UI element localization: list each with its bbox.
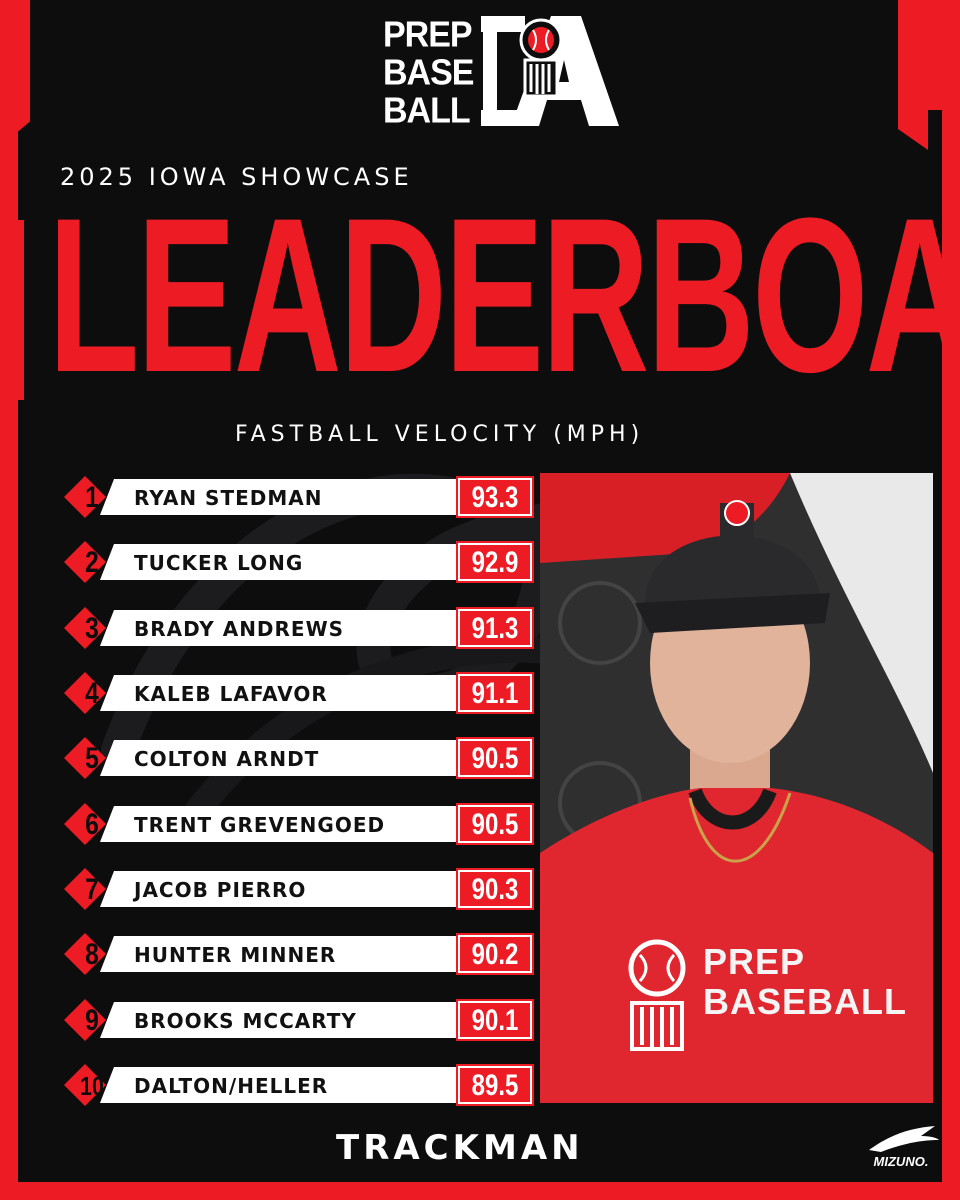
stripe-top-left: [18, 0, 30, 140]
player-illustration: [540, 473, 933, 1103]
rank-number: 4: [85, 677, 99, 710]
leaderboard-row: 4 KALEB LAFAVOR 91.1: [64, 672, 536, 714]
velocity-badge: 93.3: [456, 476, 534, 518]
leaderboard-row: 2 TUCKER LONG 92.9: [64, 541, 536, 583]
rank-diamond-icon: [64, 1064, 106, 1106]
player-name: COLTON ARNDT: [134, 747, 320, 771]
player-name: TUCKER LONG: [134, 551, 304, 575]
shirt-text-prep: PREP: [703, 941, 806, 982]
velocity-value: 90.2: [471, 938, 519, 971]
rank-number: 7: [85, 873, 99, 906]
rank-diamond-icon: [64, 476, 106, 518]
leaderboard-row: 7 JACOB PIERRO 90.3: [64, 868, 536, 910]
velocity-badge: 90.2: [456, 933, 534, 975]
rank-number: 1: [85, 481, 99, 514]
name-bar: [100, 1002, 458, 1038]
mizuno-wordmark: MIZUNO.: [873, 1154, 929, 1169]
rank-number: 6: [85, 808, 99, 841]
prep-baseball-ia-logo: PREP BASE BALL IA: [363, 12, 633, 132]
logo-line-base: BASE: [383, 53, 474, 93]
leaderboard-row: 8 HUNTER MINNER 90.2: [64, 933, 536, 975]
velocity-badge: 91.3: [456, 607, 534, 649]
player-photo: PREP BASEBALL: [540, 473, 933, 1103]
leaderboard-row: 1 RYAN STEDMAN 93.3: [64, 476, 536, 518]
velocity-value: 92.9: [471, 546, 519, 579]
name-bar: [100, 544, 458, 580]
player-name: HUNTER MINNER: [134, 943, 337, 967]
velocity-badge: 92.9: [456, 541, 534, 583]
player-name: JACOB PIERRO: [134, 878, 307, 902]
velocity-badge: 90.5: [456, 803, 534, 845]
shirt-text-baseball: BASEBALL: [703, 981, 907, 1022]
leaderboard-subtitle: FASTBALL VELOCITY (MPH): [235, 422, 645, 447]
logo-line-prep: PREP: [383, 15, 473, 55]
rank-diamond-icon: [64, 672, 106, 714]
rank-number: 10: [80, 1071, 104, 1101]
leaderboard-row: 9 BROOKS MCCARTY 90.1: [64, 999, 536, 1041]
leaderboard-row: 6 TRENT GREVENGOED 90.5: [64, 803, 536, 845]
stripe-right-edge: [922, 0, 942, 110]
velocity-value: 91.3: [471, 612, 519, 645]
velocity-badge: 91.1: [456, 672, 534, 714]
velocity-badge: 90.5: [456, 737, 534, 779]
logo-state-mark: [481, 16, 619, 126]
velocity-value: 90.5: [471, 808, 519, 841]
velocity-value: 89.5: [471, 1069, 519, 1102]
velocity-badge: 89.5: [456, 1064, 534, 1106]
rank-number: 9: [85, 1004, 99, 1037]
mizuno-logo: MIZUNO.: [861, 1124, 941, 1169]
player-name: RYAN STEDMAN: [134, 486, 323, 510]
stripe-mid-left: [18, 220, 24, 400]
rank-diamond-icon: [64, 737, 106, 779]
trackman-logo: TRACKMAN: [336, 1128, 584, 1168]
name-bar: [100, 610, 458, 646]
rank-number: 5: [85, 742, 99, 775]
event-title: 2025 IOWA SHOWCASE: [60, 163, 413, 191]
player-name: BROOKS MCCARTY: [134, 1009, 357, 1033]
rank-diamond-icon: [64, 607, 106, 649]
rank-number: 2: [85, 546, 99, 579]
leaderboard-row: 3 BRADY ANDREWS 91.3: [64, 607, 536, 649]
name-bar: [100, 1067, 458, 1103]
leaderboard-row: 5 COLTON ARNDT 90.5: [64, 737, 536, 779]
rank-number: 3: [85, 612, 99, 645]
velocity-value: 91.1: [471, 677, 519, 710]
player-name: KALEB LAFAVOR: [134, 682, 328, 706]
name-bar: [100, 806, 458, 842]
name-bar: [100, 871, 458, 907]
player-name: TRENT GREVENGOED: [134, 813, 386, 837]
velocity-badge: 90.3: [456, 868, 534, 910]
page-title: LEADERBOARD: [48, 172, 942, 418]
rank-diamond-icon: [64, 933, 106, 975]
rank-diamond-icon: [64, 868, 106, 910]
rank-diamond-icon: [64, 999, 106, 1041]
rank-number: 8: [85, 938, 99, 971]
name-bar: [100, 479, 458, 515]
player-name: BRADY ANDREWS: [134, 617, 345, 641]
logo-line-ball: BALL: [383, 91, 471, 131]
leaderboard-row: 10 DALTON/HELLER 89.5: [64, 1064, 536, 1106]
velocity-value: 90.5: [471, 742, 519, 775]
player-name: DALTON/HELLER: [134, 1074, 329, 1098]
rank-diamond-icon: [64, 541, 106, 583]
name-bar: [100, 675, 458, 711]
name-bar: [100, 936, 458, 972]
name-bar: [100, 740, 458, 776]
velocity-value: 93.3: [471, 481, 519, 514]
rank-diamond-icon: [64, 803, 106, 845]
velocity-badge: 90.1: [456, 999, 534, 1041]
velocity-value: 90.1: [471, 1004, 519, 1037]
mizuno-runbird-icon: [869, 1126, 939, 1152]
dark-panel: PREP BASE BALL IA 2025 IOWA SHOWCASE: [18, 0, 942, 1182]
velocity-value: 90.3: [471, 873, 519, 906]
